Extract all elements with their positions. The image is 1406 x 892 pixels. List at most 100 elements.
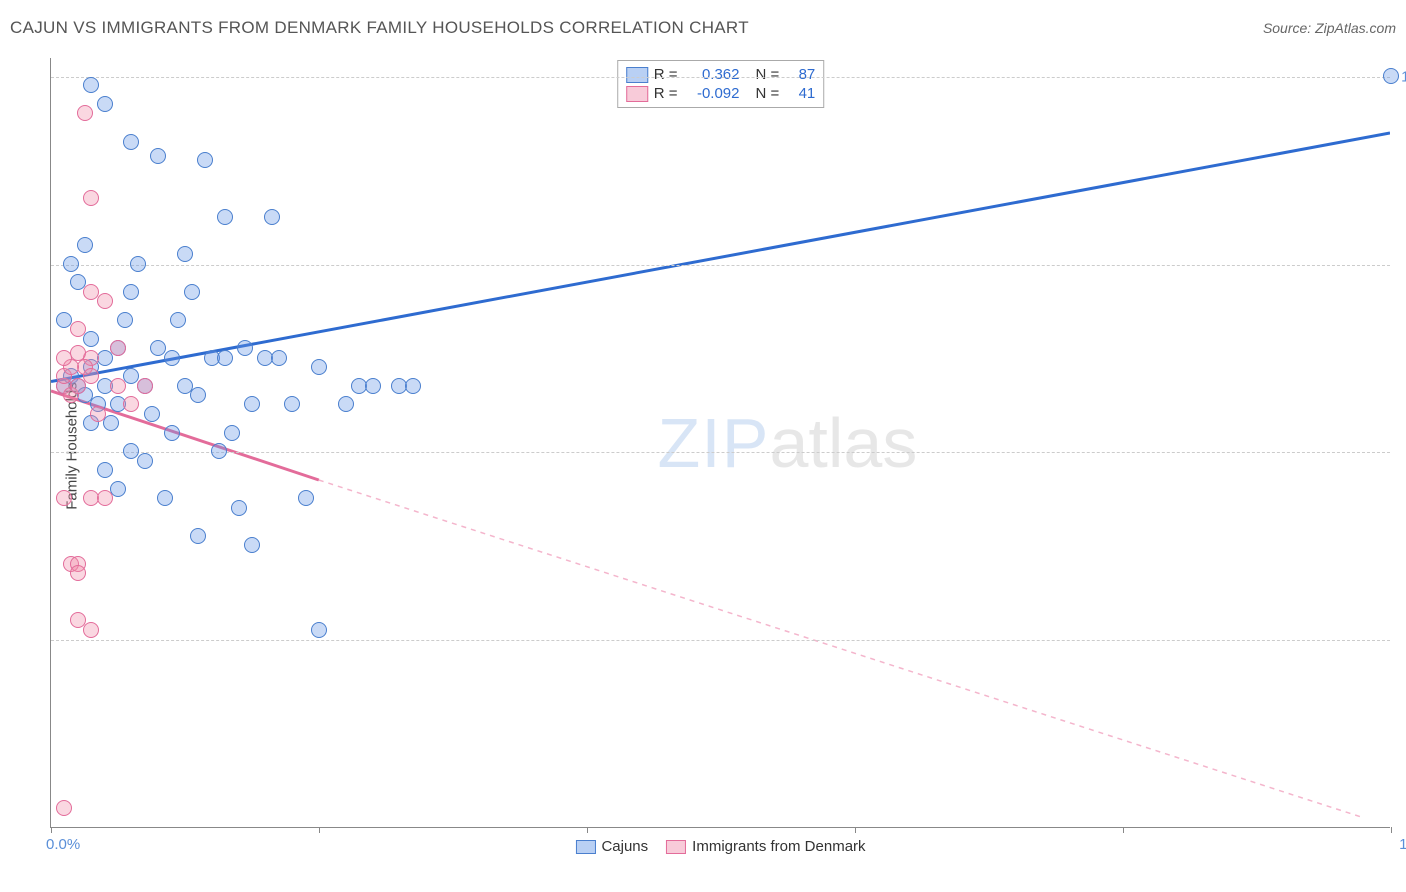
scatter-point-denmark	[70, 565, 86, 581]
title-bar: CAJUN VS IMMIGRANTS FROM DENMARK FAMILY …	[10, 18, 1396, 38]
scatter-point-cajuns	[211, 443, 227, 459]
trend-line	[319, 480, 1363, 818]
legend-r-value: -0.092	[684, 85, 740, 102]
legend-label: Cajuns	[601, 838, 648, 855]
x-tick	[587, 827, 588, 833]
legend-row: R = 0.362 N = 87	[626, 65, 816, 84]
y-tick-label: 80.0%	[1397, 256, 1406, 273]
scatter-point-denmark	[137, 378, 153, 394]
scatter-point-cajuns	[97, 462, 113, 478]
scatter-point-cajuns	[83, 77, 99, 93]
scatter-point-cajuns	[117, 312, 133, 328]
legend-r-value: 0.362	[684, 66, 740, 83]
scatter-point-cajuns	[164, 350, 180, 366]
scatter-point-cajuns	[63, 256, 79, 272]
legend-top: R = 0.362 N = 87 R = -0.092 N = 41	[617, 60, 825, 108]
scatter-point-denmark	[110, 340, 126, 356]
grid-line	[51, 77, 1390, 78]
legend-swatch	[626, 86, 648, 102]
x-tick	[319, 827, 320, 833]
chart-plot-area: ZIPatlas R =0.362N =87R =-0.092N =41 Caj…	[50, 58, 1390, 828]
scatter-point-cajuns	[184, 284, 200, 300]
watermark-atlas: atlas	[769, 404, 917, 482]
scatter-point-denmark	[56, 490, 72, 506]
scatter-point-cajuns	[170, 312, 186, 328]
x-tick	[855, 827, 856, 833]
grid-line	[51, 265, 1390, 266]
legend-swatch	[666, 840, 686, 854]
scatter-point-cajuns	[123, 284, 139, 300]
scatter-point-denmark	[56, 800, 72, 816]
legend-r-label: R =	[654, 66, 678, 83]
legend-bottom-item: Immigrants from Denmark	[666, 838, 865, 855]
scatter-point-denmark	[110, 378, 126, 394]
scatter-point-cajuns	[144, 406, 160, 422]
scatter-point-cajuns	[150, 148, 166, 164]
source-credit: Source: ZipAtlas.com	[1263, 20, 1396, 36]
scatter-point-cajuns	[110, 481, 126, 497]
grid-line	[51, 452, 1390, 453]
scatter-point-denmark	[83, 190, 99, 206]
scatter-point-denmark	[77, 105, 93, 121]
scatter-point-cajuns	[224, 425, 240, 441]
scatter-point-cajuns	[311, 359, 327, 375]
y-tick-label: 40.0%	[1397, 632, 1406, 649]
scatter-point-cajuns	[97, 96, 113, 112]
legend-row: R = -0.092 N = 41	[626, 84, 816, 103]
scatter-point-cajuns	[190, 387, 206, 403]
scatter-point-denmark	[83, 368, 99, 384]
scatter-point-cajuns	[123, 134, 139, 150]
scatter-point-cajuns	[190, 528, 206, 544]
watermark: ZIPatlas	[658, 403, 918, 483]
x-tick	[51, 827, 52, 833]
x-tick-label: 0.0%	[46, 836, 80, 853]
scatter-point-cajuns	[298, 490, 314, 506]
scatter-point-cajuns	[405, 378, 421, 394]
legend-n-value: 41	[785, 85, 815, 102]
scatter-point-cajuns	[217, 209, 233, 225]
chart-title: CAJUN VS IMMIGRANTS FROM DENMARK FAMILY …	[10, 18, 749, 38]
legend-bottom: Cajuns Immigrants from Denmark	[575, 838, 865, 855]
scatter-point-cajuns	[83, 331, 99, 347]
scatter-point-denmark	[56, 350, 72, 366]
y-tick-label: 60.0%	[1397, 444, 1406, 461]
trend-lines-svg	[51, 58, 1390, 827]
scatter-point-denmark	[123, 396, 139, 412]
scatter-point-cajuns	[217, 350, 233, 366]
scatter-point-denmark	[70, 321, 86, 337]
scatter-point-cajuns	[130, 256, 146, 272]
legend-bottom-item: Cajuns	[575, 838, 648, 855]
scatter-point-cajuns	[311, 622, 327, 638]
scatter-point-denmark	[83, 622, 99, 638]
scatter-point-cajuns	[77, 237, 93, 253]
legend-n-label: N =	[756, 66, 780, 83]
legend-n-value: 87	[785, 66, 815, 83]
scatter-point-cajuns	[164, 425, 180, 441]
scatter-point-cajuns	[264, 209, 280, 225]
scatter-point-denmark	[90, 406, 106, 422]
scatter-point-cajuns	[271, 350, 287, 366]
x-tick	[1123, 827, 1124, 833]
scatter-point-cajuns	[197, 152, 213, 168]
legend-label: Immigrants from Denmark	[692, 838, 865, 855]
legend-swatch	[575, 840, 595, 854]
scatter-point-cajuns	[237, 340, 253, 356]
scatter-point-cajuns	[231, 500, 247, 516]
scatter-point-cajuns	[1383, 68, 1399, 84]
scatter-point-denmark	[97, 293, 113, 309]
scatter-point-cajuns	[157, 490, 173, 506]
scatter-point-cajuns	[365, 378, 381, 394]
scatter-point-cajuns	[284, 396, 300, 412]
scatter-point-cajuns	[244, 396, 260, 412]
scatter-point-cajuns	[177, 246, 193, 262]
grid-line	[51, 640, 1390, 641]
x-tick-label: 100.0%	[1395, 836, 1406, 853]
legend-swatch	[626, 67, 648, 83]
legend-n-label: N =	[756, 85, 780, 102]
scatter-point-cajuns	[338, 396, 354, 412]
legend-r-label: R =	[654, 85, 678, 102]
scatter-point-denmark	[97, 490, 113, 506]
scatter-point-cajuns	[137, 453, 153, 469]
x-tick	[1391, 827, 1392, 833]
watermark-zip: ZIP	[658, 404, 770, 482]
